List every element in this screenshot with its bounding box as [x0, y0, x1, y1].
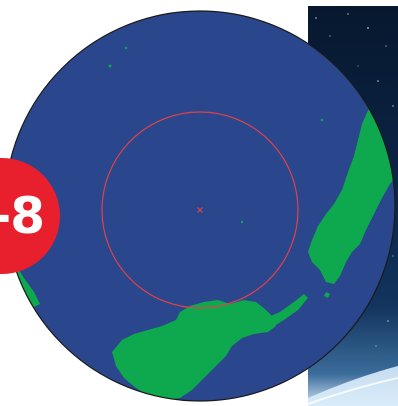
landmass-south-america — [308, 96, 395, 284]
island — [124, 46, 128, 50]
globe-map — [4, 10, 396, 402]
antarctic-peninsula — [266, 294, 308, 326]
island — [108, 64, 112, 68]
island-south-georgia — [378, 300, 388, 308]
distance-circle — [101, 111, 299, 309]
landmass-antarctica — [112, 300, 276, 400]
island — [320, 118, 324, 122]
cross-marker-icon — [197, 207, 203, 213]
badge-text: -8 — [0, 187, 45, 245]
island-small — [324, 292, 330, 298]
island — [240, 220, 244, 224]
